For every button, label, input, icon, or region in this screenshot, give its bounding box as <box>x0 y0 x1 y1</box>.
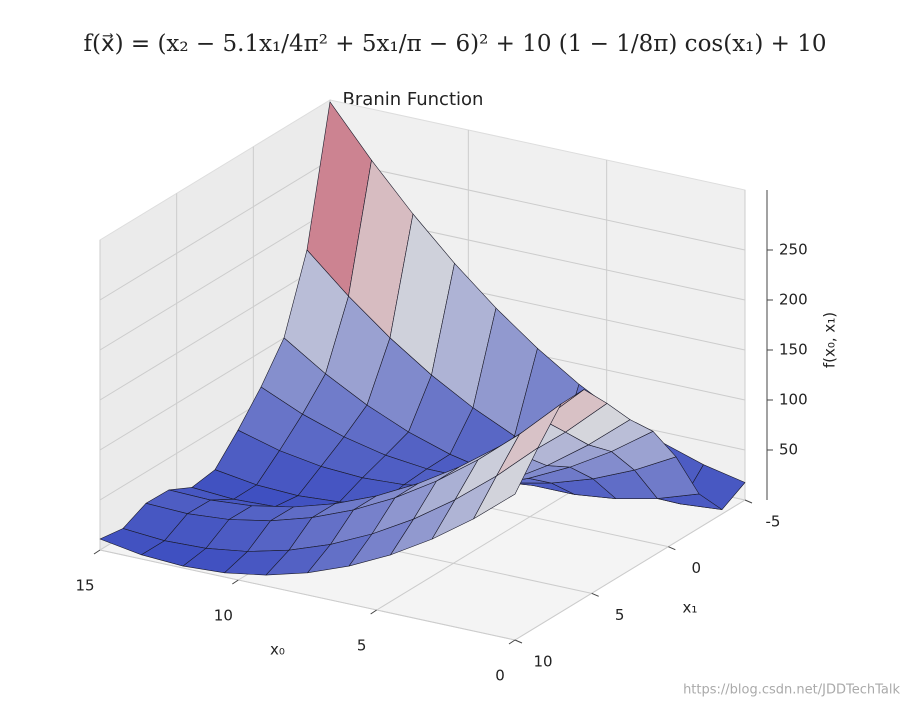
y-tick <box>744 499 753 504</box>
z-tick-label: 100 <box>779 391 808 409</box>
surface-patch <box>473 447 539 520</box>
y-tick-label: 5 <box>615 606 625 624</box>
x-tick <box>232 579 239 585</box>
grid-line <box>99 159 331 301</box>
z-tick-label: 150 <box>779 341 808 359</box>
grid-line <box>329 159 746 251</box>
y-tick-label: 10 <box>533 653 552 671</box>
x-tick-label: 5 <box>357 637 367 655</box>
y-axis-label: x₁ <box>683 599 698 617</box>
grid-line <box>514 499 746 641</box>
y-tick-label: -5 <box>766 513 781 531</box>
grid-line <box>99 549 516 641</box>
x-tick <box>370 609 377 615</box>
chart-title: Branin Function <box>343 89 484 110</box>
z-axis-label: f(x₀, x₁) <box>821 312 839 368</box>
x-tick <box>508 639 516 645</box>
formula: f(x⃗) = (x₂ − 5.1x₁/4π² + 5x₁/π − 6)² + … <box>83 31 826 57</box>
y-tick <box>668 546 676 551</box>
x-tick <box>93 549 101 555</box>
x-tick-label: 15 <box>75 577 94 595</box>
z-tick-label: 50 <box>779 441 798 459</box>
watermark: https://blog.csdn.net/JDDTechTalk <box>683 683 900 698</box>
x-tick-label: 10 <box>214 607 233 625</box>
y-tick <box>514 639 523 644</box>
x-axis-label: x₀ <box>270 641 285 659</box>
z-tick-label: 250 <box>779 241 808 259</box>
y-tick-label: 0 <box>692 559 702 577</box>
grid-line <box>99 209 331 351</box>
grid-line <box>99 259 331 401</box>
z-tick-label: 200 <box>779 291 808 309</box>
x-tick-label: 0 <box>495 667 505 685</box>
y-tick <box>591 592 599 597</box>
